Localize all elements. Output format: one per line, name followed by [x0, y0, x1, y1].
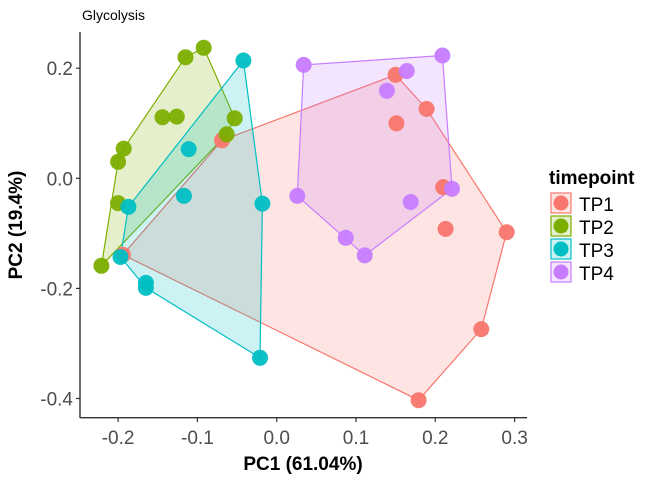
x-tick-label: -0.2 [102, 428, 135, 449]
point-tp4 [289, 187, 306, 204]
point-tp3 [112, 249, 129, 265]
point-tp1 [388, 115, 405, 132]
point-tp4 [337, 229, 354, 246]
point-tp3 [180, 141, 197, 158]
legend-key-dot [553, 241, 569, 257]
legend-key-dot [553, 218, 569, 234]
y-tick-label: -0.4 [40, 390, 73, 411]
point-tp2 [177, 49, 194, 66]
point-tp4 [434, 47, 451, 64]
point-tp2 [168, 108, 185, 125]
legend-key-dot [553, 195, 569, 211]
point-tp1 [498, 224, 515, 241]
point-tp4 [398, 63, 415, 79]
point-tp4 [444, 180, 460, 197]
legend-item-tp4: TP4 [550, 261, 614, 285]
point-tp2 [218, 126, 235, 143]
point-tp1 [473, 321, 490, 338]
point-tp3 [252, 349, 268, 366]
y-axis-title: PC2 (19.4%) [6, 171, 27, 280]
point-tp3 [175, 187, 192, 204]
point-tp1 [410, 392, 427, 409]
point-tp1 [418, 100, 435, 117]
y-tick-label: -0.2 [40, 279, 73, 300]
legend-label: TP2 [579, 218, 614, 239]
point-tp2 [115, 140, 132, 157]
x-tick-label: 0.2 [422, 428, 448, 449]
point-tp4 [402, 194, 419, 210]
y-axis-ticks: 0.2 0.0 -0.2 -0.4 [40, 59, 80, 411]
legend-key-dot [553, 264, 569, 280]
point-tp3 [254, 195, 271, 212]
point-tp4 [356, 247, 373, 264]
point-tp2 [110, 153, 127, 170]
point-tp2 [154, 109, 171, 126]
point-tp2 [226, 110, 243, 127]
legend-label: TP1 [579, 195, 614, 216]
legend-item-tp3: TP3 [550, 238, 614, 262]
x-axis-ticks: -0.2 -0.1 0.0 0.1 0.2 0.3 [102, 417, 528, 449]
legend-item-tp2: TP2 [550, 215, 614, 239]
legend-label: TP4 [579, 264, 614, 285]
point-tp3 [137, 279, 154, 296]
point-tp1 [437, 220, 454, 237]
point-tp2 [195, 39, 212, 56]
legend-title: timepoint [549, 168, 635, 189]
point-tp3 [235, 52, 252, 69]
chart-title: Glycolysis [82, 7, 145, 23]
hull-tp1 [121, 74, 508, 401]
point-tp3 [120, 198, 137, 215]
x-tick-label: 0.1 [343, 428, 369, 449]
y-tick-label: 0.2 [47, 59, 73, 80]
point-tp4 [378, 82, 395, 99]
legend-item-tp1: TP1 [550, 192, 614, 216]
point-tp4 [295, 56, 312, 73]
x-tick-label: 0.0 [263, 428, 289, 449]
point-tp2 [93, 257, 110, 274]
y-tick-label: 0.0 [47, 169, 73, 190]
x-tick-label: 0.3 [501, 428, 527, 449]
x-tick-label: -0.1 [181, 428, 214, 449]
points-layer [93, 39, 515, 409]
legend-label: TP3 [579, 241, 614, 262]
x-axis-title: PC1 (61.04%) [243, 454, 362, 475]
